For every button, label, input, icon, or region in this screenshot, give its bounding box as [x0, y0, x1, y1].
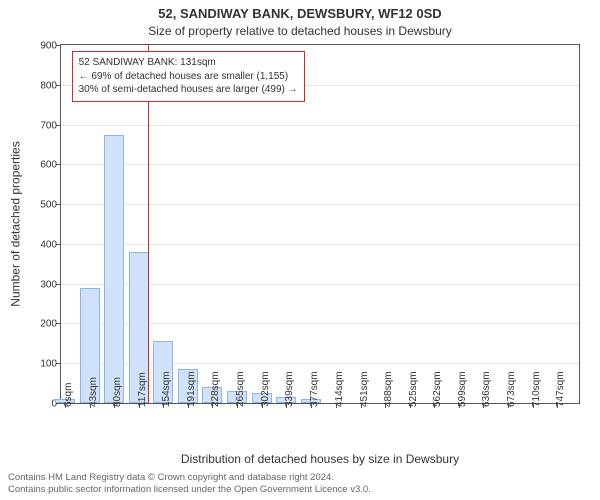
- x-tick-label: 265sqm: [235, 371, 246, 407]
- y-tick-label: 400: [23, 239, 57, 250]
- x-tick-label: 673sqm: [506, 371, 517, 407]
- y-tick-label: 900: [23, 41, 57, 52]
- x-tick-label: 339sqm: [284, 371, 295, 407]
- x-tick-label: 710sqm: [531, 371, 542, 407]
- chart-title-sub: Size of property relative to detached ho…: [0, 24, 600, 38]
- x-tick-label: 117sqm: [137, 372, 148, 407]
- x-tick-label: 154sqm: [161, 371, 172, 407]
- x-tick-label: 302sqm: [260, 371, 271, 407]
- x-tick-label: 6sqm: [63, 383, 74, 407]
- plot-area: 01002003004005006007008009006sqm43sqm80s…: [60, 44, 580, 404]
- annotation-line1: 52 SANDIWAY BANK: 131sqm: [79, 56, 298, 70]
- x-tick-label: 747sqm: [555, 371, 566, 407]
- x-tick-label: 80sqm: [112, 377, 123, 407]
- y-tick-label: 100: [23, 359, 57, 370]
- x-tick-label: 562sqm: [432, 371, 443, 407]
- y-tick-label: 0: [23, 399, 57, 410]
- histogram-bar: [104, 135, 124, 404]
- x-tick-label: 525sqm: [408, 371, 419, 407]
- x-tick-label: 636sqm: [481, 371, 492, 407]
- y-tick-label: 200: [23, 319, 57, 330]
- x-tick-label: 451sqm: [359, 371, 370, 407]
- gridline: [61, 164, 579, 165]
- y-tick-label: 500: [23, 200, 57, 211]
- x-tick-label: 599sqm: [457, 371, 468, 407]
- x-tick-label: 414sqm: [334, 371, 345, 407]
- y-axis-label: Number of detached properties: [8, 44, 24, 404]
- x-tick-label: 488sqm: [383, 371, 394, 407]
- gridline: [61, 244, 579, 245]
- chart-container: 52, SANDIWAY BANK, DEWSBURY, WF12 0SD Si…: [0, 0, 600, 500]
- y-tick-label: 300: [23, 279, 57, 290]
- x-tick-label: 377sqm: [309, 371, 320, 407]
- x-tick-label: 43sqm: [88, 377, 99, 407]
- y-tick-label: 800: [23, 80, 57, 91]
- annotation-line3: 30% of semi-detached houses are larger (…: [79, 83, 298, 97]
- footer-line2: Contains public sector information licen…: [8, 484, 371, 496]
- annotation-line2: ← 69% of detached houses are smaller (1,…: [79, 70, 298, 84]
- x-tick-label: 191sqm: [186, 371, 197, 407]
- x-tick-label: 228sqm: [210, 371, 221, 407]
- x-axis-label: Distribution of detached houses by size …: [60, 452, 580, 466]
- annotation-box: 52 SANDIWAY BANK: 131sqm← 69% of detache…: [72, 51, 305, 102]
- gridline: [61, 125, 579, 126]
- histogram-bar-fill: [104, 135, 124, 404]
- y-tick-label: 700: [23, 120, 57, 131]
- gridline: [61, 204, 579, 205]
- y-tick-label: 600: [23, 160, 57, 171]
- footer-attribution: Contains HM Land Registry data © Crown c…: [8, 472, 371, 496]
- chart-title-main: 52, SANDIWAY BANK, DEWSBURY, WF12 0SD: [0, 6, 600, 21]
- footer-line1: Contains HM Land Registry data © Crown c…: [8, 472, 371, 484]
